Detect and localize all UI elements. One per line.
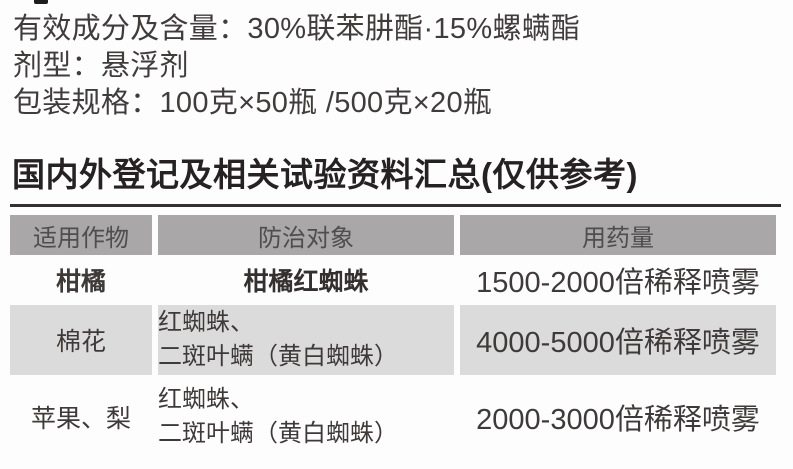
col-header-dosage: 用药量: [460, 215, 776, 255]
col-header-crop: 适用作物: [10, 215, 152, 255]
table-header-row: 适用作物 防治对象 用药量: [10, 215, 776, 255]
table-row: 柑橘 柑橘红蜘蛛 1500-2000倍稀释喷雾: [10, 258, 776, 302]
table-row: 苹果、梨 红蜘蛛、 二斑叶螨（黄白蜘蛛） 2000-3000倍稀释喷雾: [10, 378, 776, 456]
title-underline: [10, 204, 781, 207]
dosage-cell: 4000-5000倍稀释喷雾: [460, 305, 776, 375]
section-title: 国内外登记及相关试验资料汇总(仅供参考): [12, 156, 638, 193]
dosage-cell: 2000-3000倍稀释喷雾: [476, 404, 760, 436]
target-line: 红蜘蛛、: [158, 309, 254, 336]
target-line: 二斑叶螨（黄白蜘蛛）: [158, 420, 398, 447]
formulation-line: 剂型：悬浮剂: [13, 50, 189, 82]
target-line: 二斑叶螨（黄白蜘蛛）: [158, 343, 398, 370]
registration-table: 适用作物 防治对象 用药量 柑橘 柑橘红蜘蛛 1500-2000倍稀释喷雾 棉花…: [4, 212, 782, 459]
col-header-target: 防治对象: [158, 215, 454, 255]
product-info: 有效成分及含量：30%联苯肼酯·15%螺螨酯 剂型：悬浮剂 包装规格：100克×…: [0, 0, 793, 122]
crop-cell: 柑橘: [55, 268, 106, 296]
target-cell: 红蜘蛛、 二斑叶螨（黄白蜘蛛）: [158, 305, 454, 375]
package-spec-line: 包装规格：100克×50瓶 /500克×20瓶: [13, 87, 493, 119]
active-ingredient-line: 有效成分及含量：30%联苯肼酯·15%螺螨酯: [13, 13, 581, 45]
target-cell: 柑橘红蜘蛛: [243, 268, 369, 296]
table-row: 棉花 红蜘蛛、 二斑叶螨（黄白蜘蛛） 4000-5000倍稀释喷雾: [10, 305, 776, 375]
crop-cell: 棉花: [10, 305, 152, 375]
target-line: 红蜘蛛、: [158, 386, 254, 413]
crop-artifact: [34, 0, 48, 4]
dosage-cell: 1500-2000倍稀释喷雾: [476, 267, 760, 299]
target-cell: 红蜘蛛、 二斑叶螨（黄白蜘蛛）: [158, 378, 454, 456]
crop-cell: 苹果、梨: [30, 405, 131, 433]
